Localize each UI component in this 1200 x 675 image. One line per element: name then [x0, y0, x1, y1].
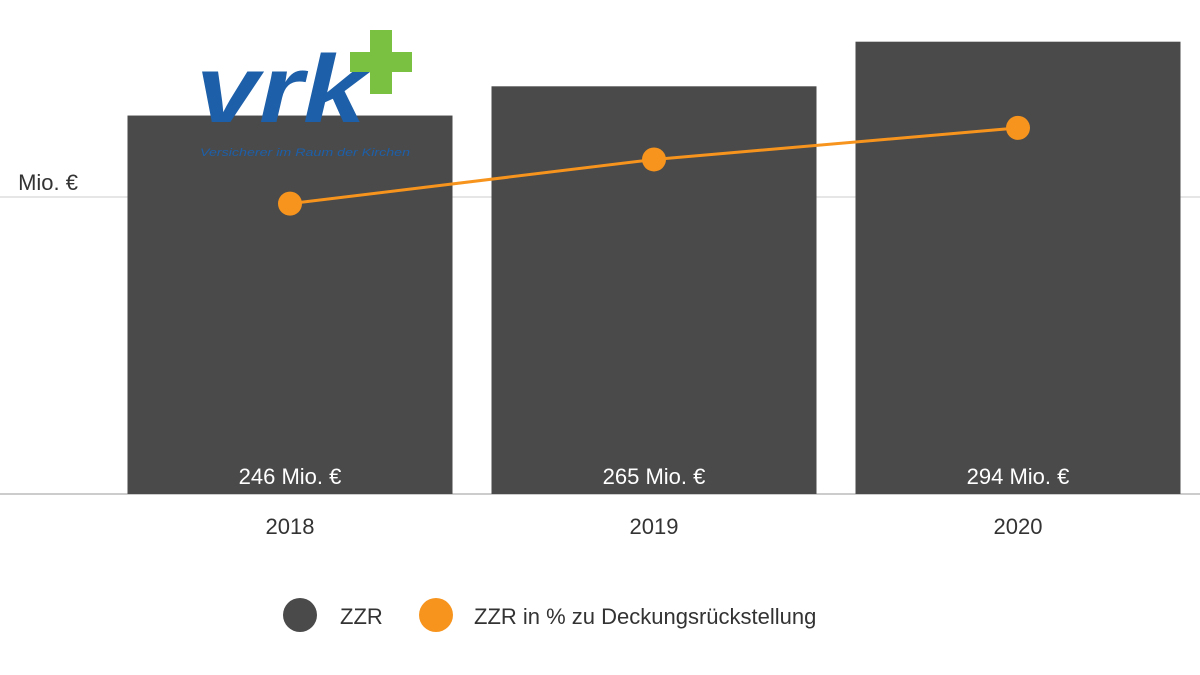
logo-plus-icon: [350, 30, 412, 94]
x-tick-group: 2018 2019 2020: [266, 514, 1043, 539]
x-tick-label-2018: 2018: [266, 514, 315, 539]
y-tick-label: Mio. €: [18, 170, 78, 195]
line-series-group: [278, 115, 1030, 216]
line-point-2019: [642, 147, 666, 172]
legend-label-zzr-percent: ZZR in % zu Deckungsrückstellung: [474, 604, 816, 629]
bar-label-group: 246 Mio. € 265 Mio. € 294 Mio. €: [239, 464, 1070, 489]
vrk-logo: vrk Versicherer im Raum der Kirchen: [196, 30, 412, 159]
bar-value-label-2020: 294 Mio. €: [967, 464, 1070, 489]
logo-tagline: Versicherer im Raum der Kirchen: [200, 147, 410, 159]
bar-value-label-2019: 265 Mio. €: [603, 464, 706, 489]
x-tick-label-2019: 2019: [630, 514, 679, 539]
x-tick-label-2020: 2020: [994, 514, 1043, 539]
bar-value-label-2018: 246 Mio. €: [239, 464, 342, 489]
bar-2020: [855, 41, 1181, 494]
legend-marker-zzr-percent: [419, 598, 453, 632]
line-point-2020: [1006, 115, 1030, 140]
legend-marker-zzr: [283, 598, 317, 632]
legend: ZZR ZZR in % zu Deckungsrückstellung: [283, 598, 816, 632]
bar-2018: [127, 115, 453, 494]
logo-wordmark: vrk: [196, 36, 371, 143]
line-point-2018: [278, 191, 302, 216]
legend-label-zzr: ZZR: [340, 604, 383, 629]
